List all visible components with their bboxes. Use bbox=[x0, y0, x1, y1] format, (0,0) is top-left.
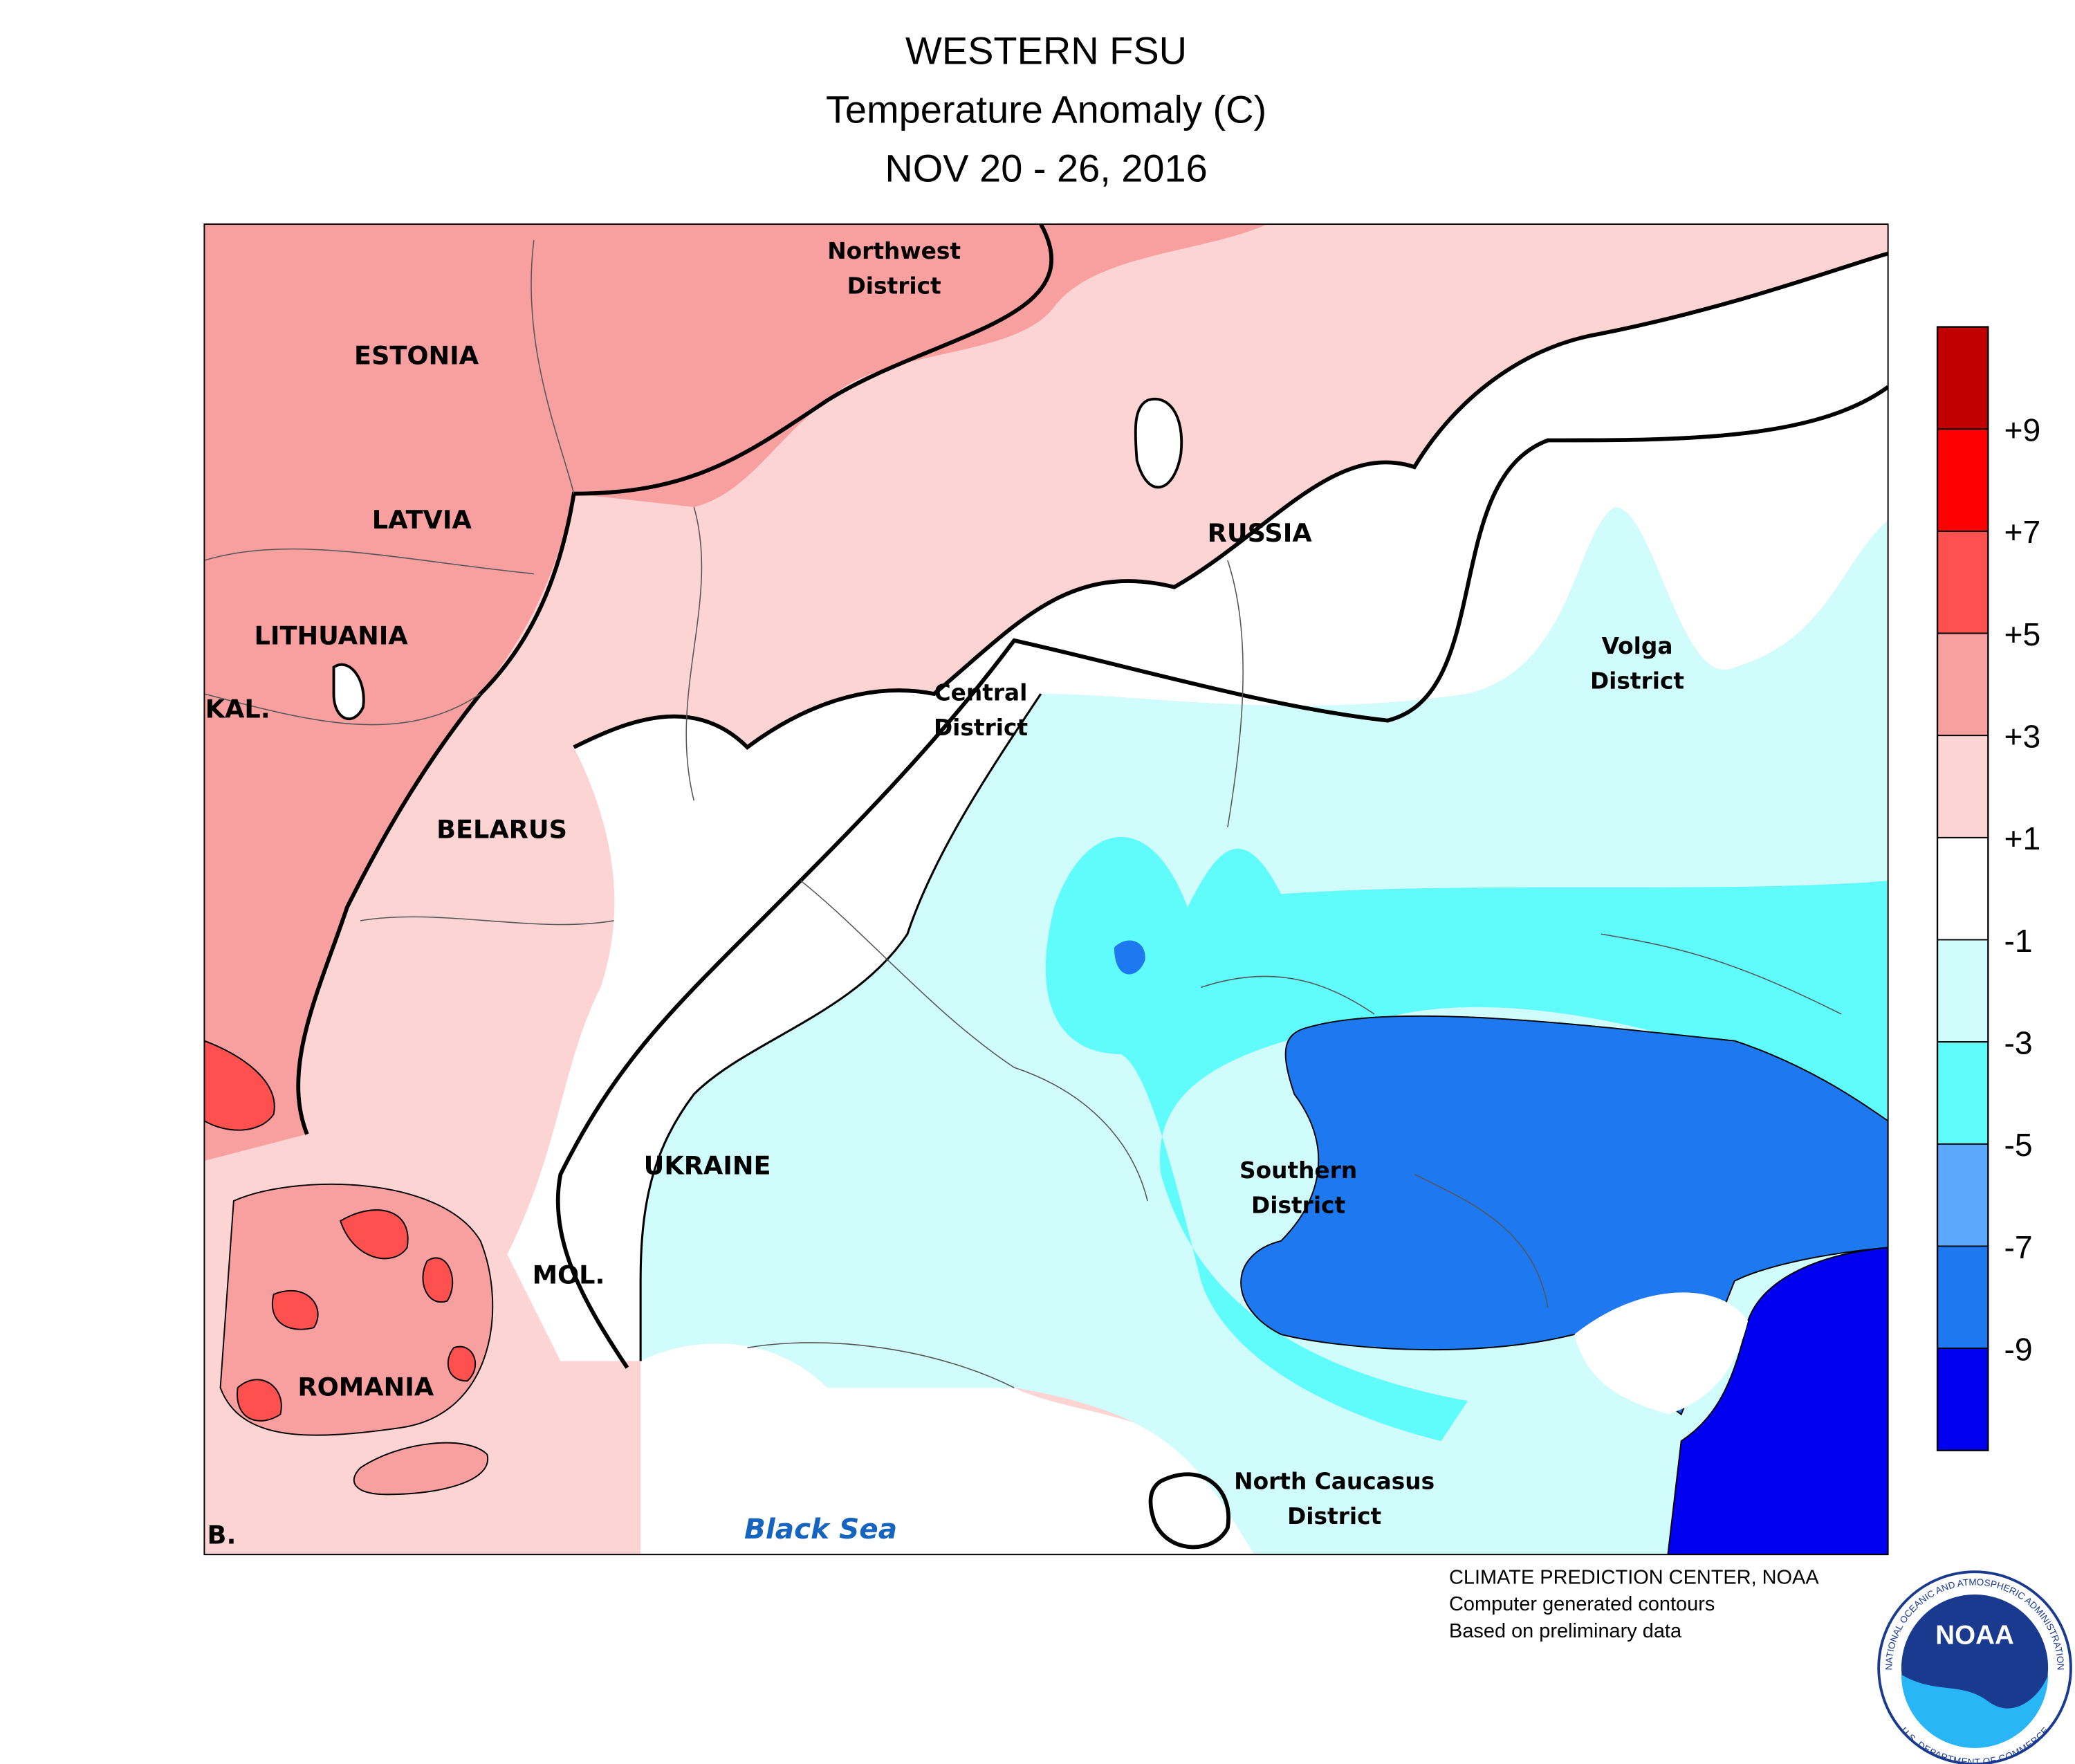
country-label: LATVIA bbox=[372, 505, 472, 535]
credit: CLIMATE PREDICTION CENTER, NOAA bbox=[1449, 1567, 1819, 1589]
credit: Computer generated contours bbox=[1449, 1593, 1715, 1615]
region-label: District bbox=[1287, 1503, 1381, 1529]
anomaly-area bbox=[204, 224, 1268, 1161]
logo-name: NOAA bbox=[1935, 1620, 2014, 1650]
region-label: District bbox=[1590, 668, 1684, 694]
credit: Based on preliminary data bbox=[1449, 1620, 1682, 1642]
country-label: MOL. bbox=[533, 1260, 605, 1290]
contour bbox=[573, 251, 1888, 751]
tick-label: -1 bbox=[2004, 923, 2032, 959]
colorbar-frame bbox=[1936, 326, 1989, 1451]
region-label: North Caucasus bbox=[1234, 1469, 1435, 1495]
colorbar: +9 +7 +5 +3 +1 -1 -3 -5 -7 -9 bbox=[1936, 326, 2040, 1451]
anomaly-area bbox=[353, 1442, 489, 1496]
contour bbox=[296, 224, 1053, 1135]
region-label: District bbox=[1251, 1192, 1345, 1218]
tick-label: +3 bbox=[2004, 719, 2040, 755]
tick-label: -5 bbox=[2004, 1127, 2032, 1163]
legend-swatch bbox=[1937, 632, 1989, 736]
contour bbox=[639, 693, 1042, 1361]
legend-swatch bbox=[1937, 1143, 1989, 1247]
tick-label: -7 bbox=[2004, 1229, 2032, 1265]
anomaly-area bbox=[507, 253, 1888, 1361]
country-label: LITHUANIA bbox=[255, 621, 409, 651]
country-label: RUSSIA bbox=[1208, 518, 1313, 548]
country-label: ROMANIA bbox=[297, 1372, 434, 1402]
tick-label: +9 bbox=[2004, 412, 2040, 448]
legend-swatch bbox=[1937, 837, 1989, 941]
tick-label: -3 bbox=[2004, 1025, 2032, 1060]
date: NOV 20 - 26, 2016 bbox=[885, 146, 1207, 190]
country-label: B. bbox=[208, 1520, 237, 1550]
anomaly-area bbox=[204, 1040, 477, 1422]
map-frame bbox=[203, 223, 1889, 1556]
legend-swatch bbox=[1937, 1041, 1989, 1145]
anomaly-area bbox=[1045, 836, 1888, 1442]
tick-label: +7 bbox=[2004, 514, 2040, 550]
legend-swatch bbox=[1937, 428, 1989, 532]
anomaly-area bbox=[332, 398, 1183, 720]
country-label: UKRAINE bbox=[644, 1150, 771, 1180]
legend-swatch bbox=[1937, 939, 1989, 1042]
tick-label: +5 bbox=[2004, 616, 2040, 652]
subtitle: Temperature Anomaly (C) bbox=[826, 87, 1266, 131]
anomaly-area bbox=[1114, 940, 1145, 975]
legend-swatch bbox=[1937, 735, 1989, 838]
sea bbox=[1574, 1292, 1749, 1415]
anomaly-area bbox=[1240, 1015, 1888, 1416]
sea bbox=[640, 1343, 1255, 1555]
region-label: Southern bbox=[1239, 1157, 1357, 1184]
country-label: BELARUS bbox=[436, 814, 567, 844]
legend-swatch bbox=[1937, 326, 1989, 430]
country-label: ESTONIA bbox=[354, 341, 479, 371]
region-label: Northwest bbox=[827, 238, 961, 264]
legend-swatch bbox=[1937, 1348, 1989, 1451]
region-label: District bbox=[847, 273, 941, 299]
map bbox=[204, 224, 1888, 1555]
title: WESTERN FSU bbox=[905, 29, 1187, 73]
region-label: District bbox=[934, 715, 1028, 741]
country-label: KAL. bbox=[205, 695, 270, 724]
map-labels: Northwest District ESTONIA LATVIA LITHUA… bbox=[205, 238, 1684, 1550]
borders bbox=[204, 240, 1842, 1388]
noaa-logo: NOAA NATIONAL OCEANIC AND ATMOSPHERIC AD… bbox=[1877, 1570, 2072, 1764]
sea-label: Black Sea bbox=[744, 1512, 897, 1545]
anomaly-area bbox=[219, 1183, 494, 1436]
region-label: Volga bbox=[1602, 633, 1673, 659]
tick-label: -9 bbox=[2004, 1331, 2032, 1367]
legend-swatch bbox=[1937, 1245, 1989, 1349]
region-label: Central bbox=[934, 680, 1028, 706]
contour bbox=[1148, 1472, 1230, 1550]
legend-swatch bbox=[1937, 531, 1989, 634]
tick-label: +1 bbox=[2004, 820, 2040, 856]
contour bbox=[555, 385, 1888, 1369]
